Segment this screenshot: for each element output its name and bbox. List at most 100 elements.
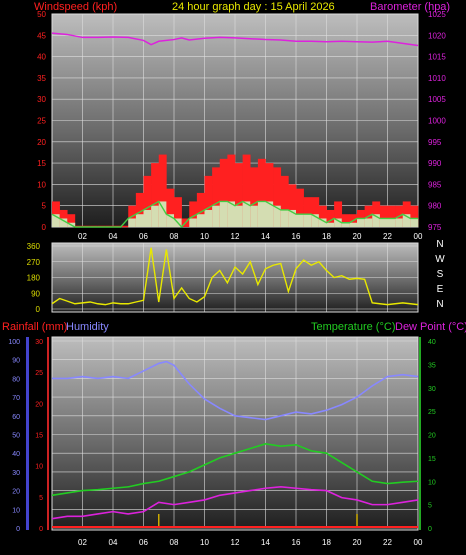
x-tick-label: 00 [414,538,423,547]
wind-avg-bar [250,205,259,227]
temp-humidity-panel: 0 10 20 30 40 50 60 70 80 90 100 0 5 10 15 20 25 30 0 5 10… [8,336,436,547]
humidity-tick-label: 0 [16,526,20,533]
chart-title: 24 hour graph day : 15 April 2026 [172,1,335,13]
rain-tick-label: 25 [35,370,43,377]
baro-tick-label: 980 [428,202,442,211]
wind-tick-label: 20 [37,138,46,147]
wind-tick-label: 10 [37,180,46,189]
x-tick-label: 04 [109,232,118,241]
wind-avg-bar [219,201,228,227]
direction-tick-label: 360 [27,242,41,251]
wind-bar [280,175,289,227]
wind-bar [67,214,76,227]
wind-avg-bar [402,214,411,227]
wind-avg-bar [189,218,198,227]
wind-tick-label: 45 [37,31,46,40]
rain-tick-label: 5 [39,495,43,502]
wind-avg-bar [349,222,358,227]
x-tick-label: 16 [292,538,301,547]
baro-tick-label: 975 [428,223,442,232]
humidity-tick-label: 30 [12,470,20,477]
wind-bar [166,188,175,227]
wind-avg-bar [288,209,297,227]
wind-bar [212,167,221,227]
wind-avg-bar [59,218,68,227]
x-tick-label: 16 [292,232,301,241]
x-tick-label: 14 [261,232,270,241]
wind-avg-bar [357,218,365,227]
wind-avg-bar [196,214,205,227]
humidity-tick-label: 20 [12,489,20,496]
wind-tick-label: 25 [37,117,46,126]
baro-tick-label: 995 [428,138,442,147]
wind-avg-bar [128,218,137,227]
baro-tick-label: 1005 [428,95,446,104]
wind-avg-bar [296,214,304,227]
baro-tick-label: 1000 [428,117,446,126]
wind-tick-label: 5 [42,202,47,211]
wind-tick-label: 50 [37,10,46,19]
x-tick-label: 00 [414,232,423,241]
wind-bar [379,205,388,227]
wind-bar [250,167,259,227]
wind-bar [311,197,320,227]
wind-avg-bar [135,214,144,227]
humidity-tick-label: 60 [12,414,20,421]
humidity-tick-label: 70 [12,395,20,402]
wind-bar [410,205,419,227]
temp-tick-label: 40 [428,339,436,346]
wind-avg-bar [235,205,243,227]
wind-bar [265,163,274,227]
humidity-tick-label: 50 [12,433,20,440]
wind-bar [158,154,167,227]
wind-bar [326,209,335,227]
baro-tick-label: 1025 [428,10,446,19]
x-tick-label: 10 [200,538,209,547]
wind-avg-bar [387,218,396,227]
wind-avg-bar [395,218,404,227]
compass-label: E [437,284,444,295]
wind-tick-label: 0 [42,223,47,232]
rain-axis-title: Rainfall (mm) [2,321,67,333]
wind-tick-label: 40 [37,53,46,62]
wind-avg-bar [280,209,289,227]
wind-avg-bar [265,201,274,227]
wind-avg-bar [227,201,236,227]
wind-bar [204,175,213,227]
baro-tick-label: 1020 [428,31,446,40]
x-tick-label: 14 [261,538,270,547]
wind-avg-bar [257,201,266,227]
humidity-tick-label: 80 [12,376,20,383]
wind-avg-bar [341,222,350,227]
direction-tick-label: 0 [36,305,41,314]
x-tick-label: 04 [109,538,118,547]
wind-bar [143,175,152,227]
temp-tick-label: 15 [428,456,436,463]
rain-axis-bar [47,337,49,530]
baro-tick-label: 1015 [428,53,446,62]
baro-axis-title: Barometer (hpa) [370,1,450,13]
wind-bar [257,158,266,227]
wind-bar [318,205,327,227]
x-tick-label: 06 [139,232,148,241]
direction-tick-label: 90 [31,289,40,298]
rain-tick-label: 15 [35,433,43,440]
wind-avg-bar [273,205,282,227]
wind-bar [189,201,198,227]
temp-tick-label: 35 [428,362,436,369]
wind-avg-bar [143,209,152,227]
x-tick-label: 22 [383,538,392,547]
wind-bar [151,163,160,227]
wind-bar [235,163,243,227]
rain-tick-label: 30 [35,339,43,346]
wind-tick-label: 35 [37,74,46,83]
wind-avg-bar [311,214,320,227]
direction-tick-label: 270 [27,258,41,267]
humidity-tick-label: 10 [12,507,20,514]
wind-bar [135,192,144,227]
compass-label: N [436,299,443,310]
x-tick-label: 02 [78,538,87,547]
rain-tick-label: 10 [35,464,43,471]
